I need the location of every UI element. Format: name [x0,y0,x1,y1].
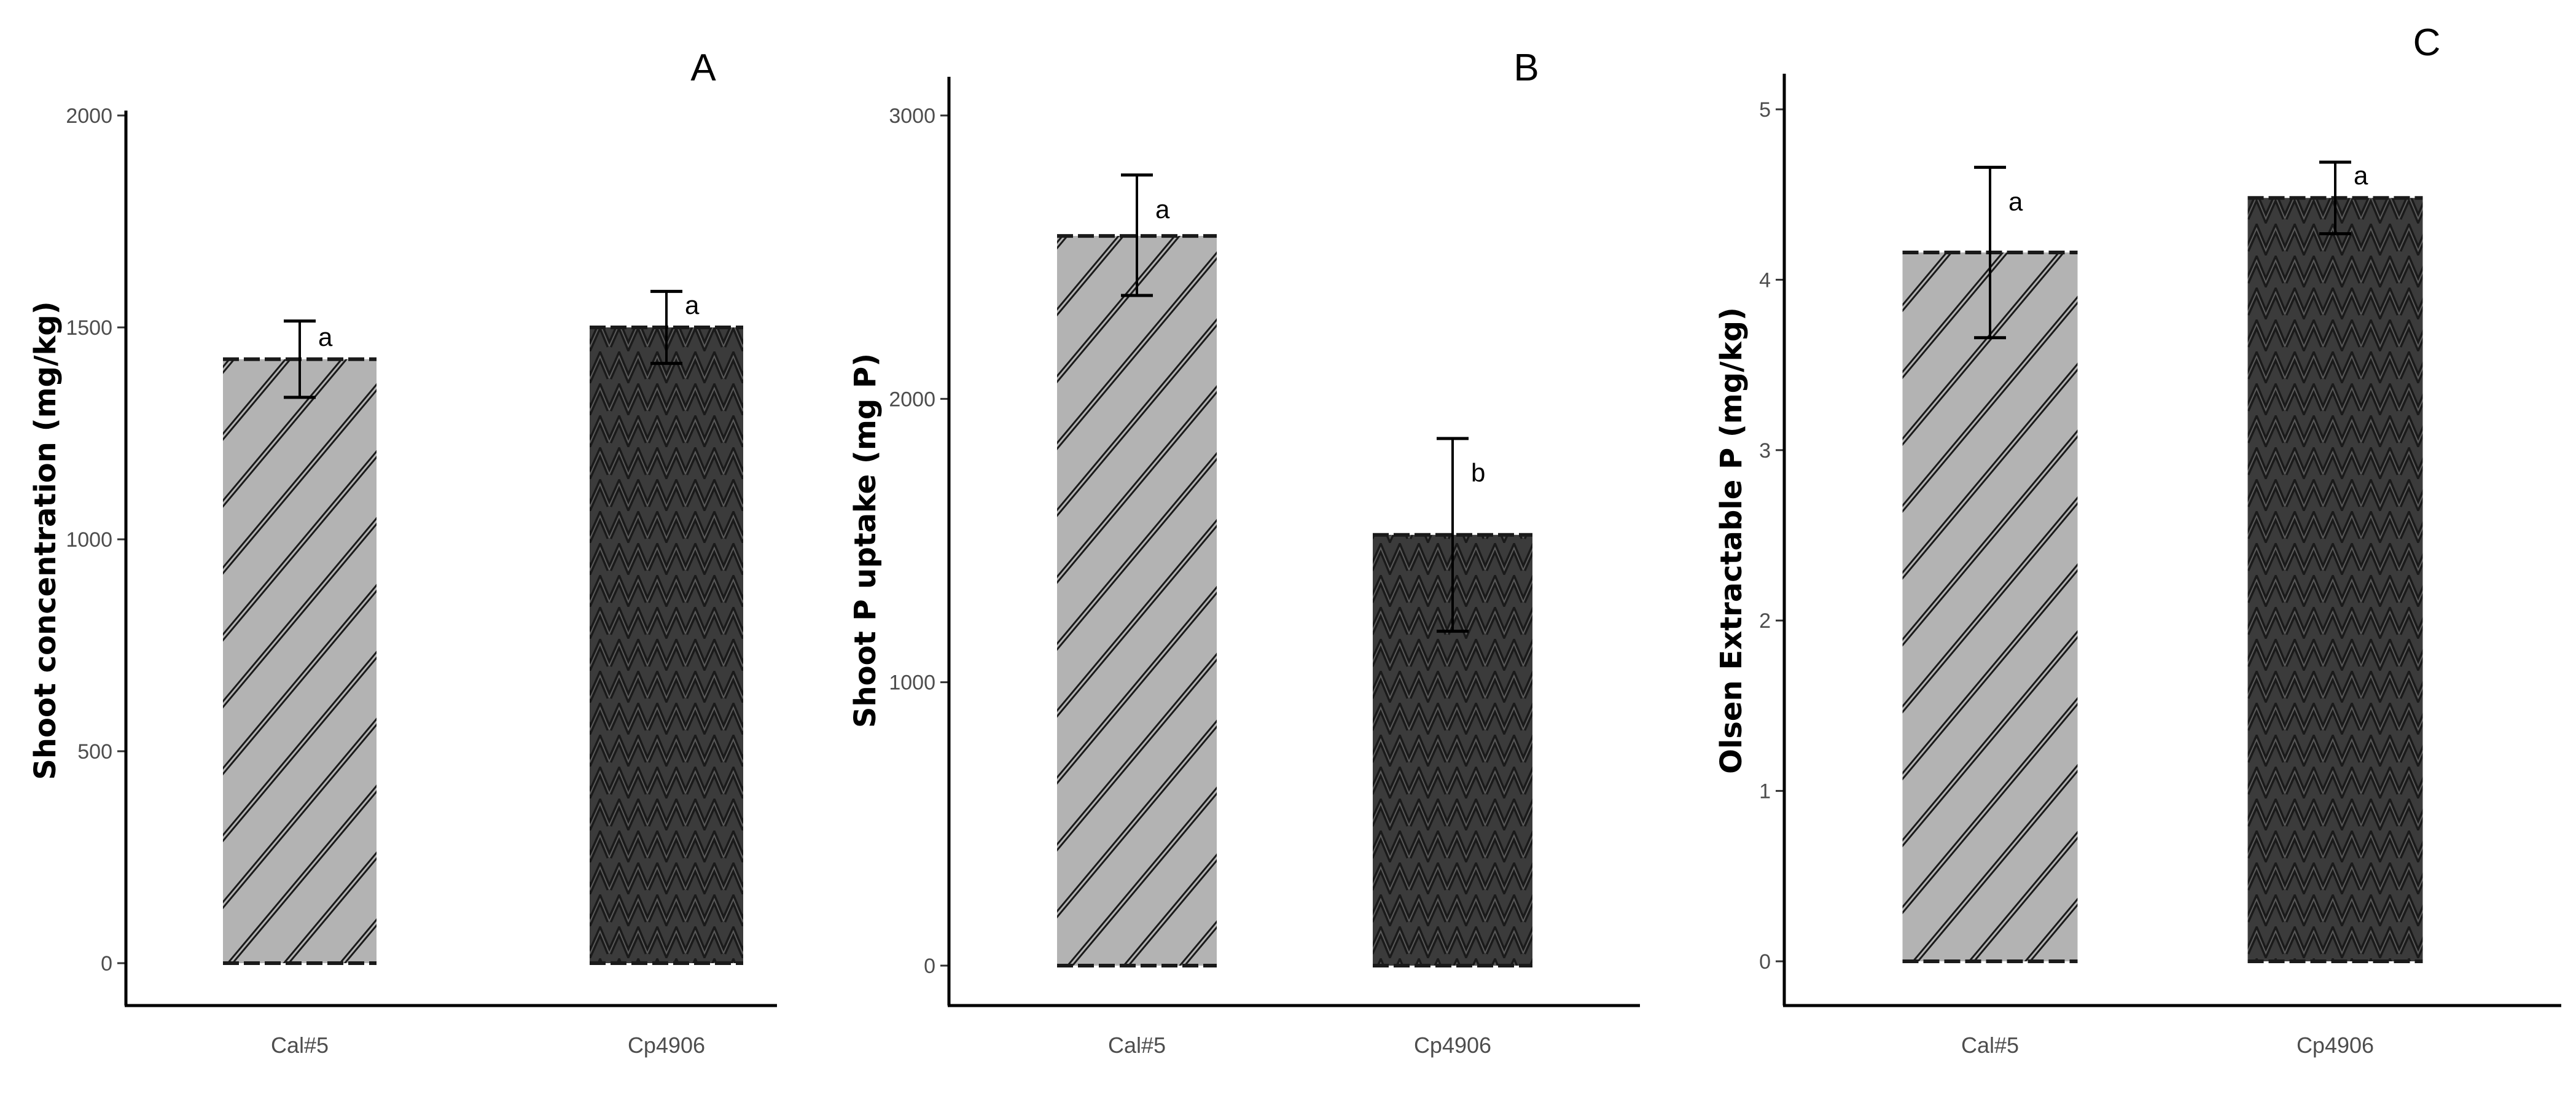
axes-c [1782,74,2561,1007]
x-tick-label-b-1: Cal#5 [1108,1033,1166,1058]
error-bars-c [1974,160,2351,340]
significance-letter-b-2: b [1471,458,1485,487]
y-tick-label-c: 1 [1759,780,1771,803]
y-tick-label-a: 1500 [66,316,112,340]
y-tick-label-c: 0 [1759,950,1771,974]
y-tick-label-c: 2 [1759,609,1771,633]
significance-letters-a: aa [318,291,700,351]
x-tick-label-b-2: Cp4906 [1414,1033,1491,1058]
y-axis-label-c: Olsen Extractable P (mg/kg) [1714,307,1749,774]
axes-b [947,77,1640,1007]
bars-b [1057,234,1532,967]
y-axis-label-a: Shoot concentration (mg/kg) [28,301,63,779]
y-tick-label-c: 3 [1759,439,1771,463]
panel-label-c: C [2413,21,2441,64]
y-ticks-c: 0 1 2 3 4 5 [1759,98,1784,974]
bar-b-1 [1057,236,1217,966]
bars-a [223,326,743,965]
x-tick-label-c-2: Cp4906 [2297,1033,2374,1058]
panel-label-b: B [1513,47,1539,89]
x-tick-label-c-1: Cal#5 [1961,1033,2019,1058]
y-axis-label-b: Shoot P uptake (mg P) [848,353,883,728]
error-bars-a [284,289,682,399]
bar-c-2 [2247,198,2423,961]
panel-a: A Shoot concentration (mg/kg) 0 500 1000 15… [28,47,777,1058]
y-tick-label-b: 3000 [889,104,935,128]
y-tick-label-a: 0 [101,952,112,975]
significance-letters-b: ab [1155,195,1485,487]
significance-letter-c-1: a [2008,187,2023,216]
error-bars-b [1121,173,1469,633]
significance-letter-a-2: a [685,291,700,319]
panel-label-a: A [690,47,716,89]
x-tick-label-a-2: Cp4906 [628,1033,705,1058]
y-tick-label-a: 1000 [66,528,112,552]
significance-letters-c: aa [2008,161,2368,216]
y-ticks-a: 0 500 1000 1500 2000 [66,104,126,975]
y-tick-label-c: 5 [1759,98,1771,122]
significance-letter-b-1: a [1155,195,1170,224]
y-tick-label-b: 0 [924,955,935,978]
y-tick-label-a: 500 [77,740,112,764]
y-tick-label-b: 1000 [889,671,935,695]
x-tick-labels-b: Cal#5 Cp4906 [1108,1033,1491,1058]
x-tick-labels-c: Cal#5 Cp4906 [1961,1033,2374,1058]
bar-a-2 [590,327,743,963]
bars-c [1902,196,2423,963]
y-ticks-b: 0 1000 2000 3000 [889,104,949,978]
bar-c-1 [1902,252,2078,961]
significance-letter-a-1: a [318,322,333,351]
y-tick-label-c: 4 [1759,268,1771,292]
y-tick-label-a: 2000 [66,104,112,128]
significance-letter-c-2: a [2354,161,2368,190]
x-tick-labels-a: Cal#5 Cp4906 [271,1033,705,1058]
x-tick-label-a-1: Cal#5 [271,1033,329,1058]
axes-a [124,111,777,1007]
bar-a-1 [223,359,377,963]
y-tick-label-b: 2000 [889,388,935,411]
